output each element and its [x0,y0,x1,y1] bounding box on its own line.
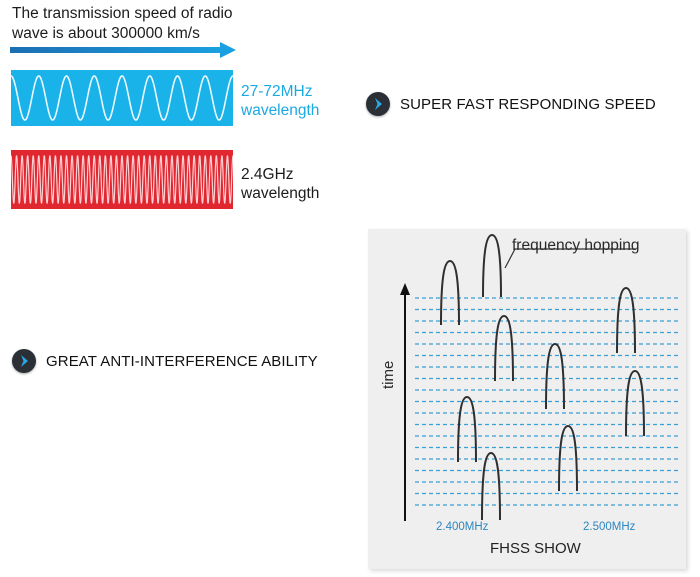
low-frequency-wave [11,70,233,126]
hop-pulse [482,233,502,298]
high-frequency-wave [11,150,233,209]
high-frequency-label-line1: 2.4GHz [241,166,294,183]
feature-speed-text: SUPER FAST RESPONDING SPEED [400,95,656,113]
hop-pulse [440,259,460,326]
chevron-right-icon [366,92,390,116]
speed-note-line2: wave is about 300000 km/s [12,25,200,42]
low-frequency-wave-label: 27-72MHz wavelength [241,82,319,120]
propagation-arrow-icon [10,42,238,65]
hop-pulse [494,314,514,382]
feature-interference: GREAT ANTI-INTERFERENCE ABILITY [12,349,318,373]
chevron-right-icon [12,349,36,373]
hop-leader-line [504,248,636,269]
hop-pulses [440,233,645,521]
feature-speed: SUPER FAST RESPONDING SPEED [366,92,656,116]
hop-pulse [625,369,645,437]
hop-pulse [545,342,565,410]
time-axis-label: time [380,360,397,389]
low-frequency-label-line2: wavelength [241,102,320,119]
wave-path [11,155,233,204]
feature-interference-text: GREAT ANTI-INTERFERENCE ABILITY [46,352,318,370]
frequency-channel-lines [415,297,680,506]
time-axis-arrow-icon [400,283,410,295]
hop-pulse [616,286,636,354]
speed-note: The transmission speed of radio wave is … [12,4,272,44]
high-frequency-wave-label: 2.4GHz wavelength [241,165,319,203]
freq-low-label: 2.400MHz [436,521,489,533]
hop-pulse [457,395,477,463]
low-frequency-label-line1: 27-72MHz [241,83,313,100]
wave-path [11,75,233,121]
hop-pulse [481,451,501,521]
freq-high-label: 2.500MHz [583,521,636,533]
high-frequency-label-line2: wavelength [241,185,320,202]
fhss-diagram: 2.400MHz 2.500MHz FHSS SHOW frequency ho… [368,229,686,569]
speed-note-line1: The transmission speed of radio [12,5,233,22]
hop-pulse [558,424,578,492]
hop-label: frequency hopping [512,237,640,254]
fhss-title: FHSS SHOW [490,540,582,557]
